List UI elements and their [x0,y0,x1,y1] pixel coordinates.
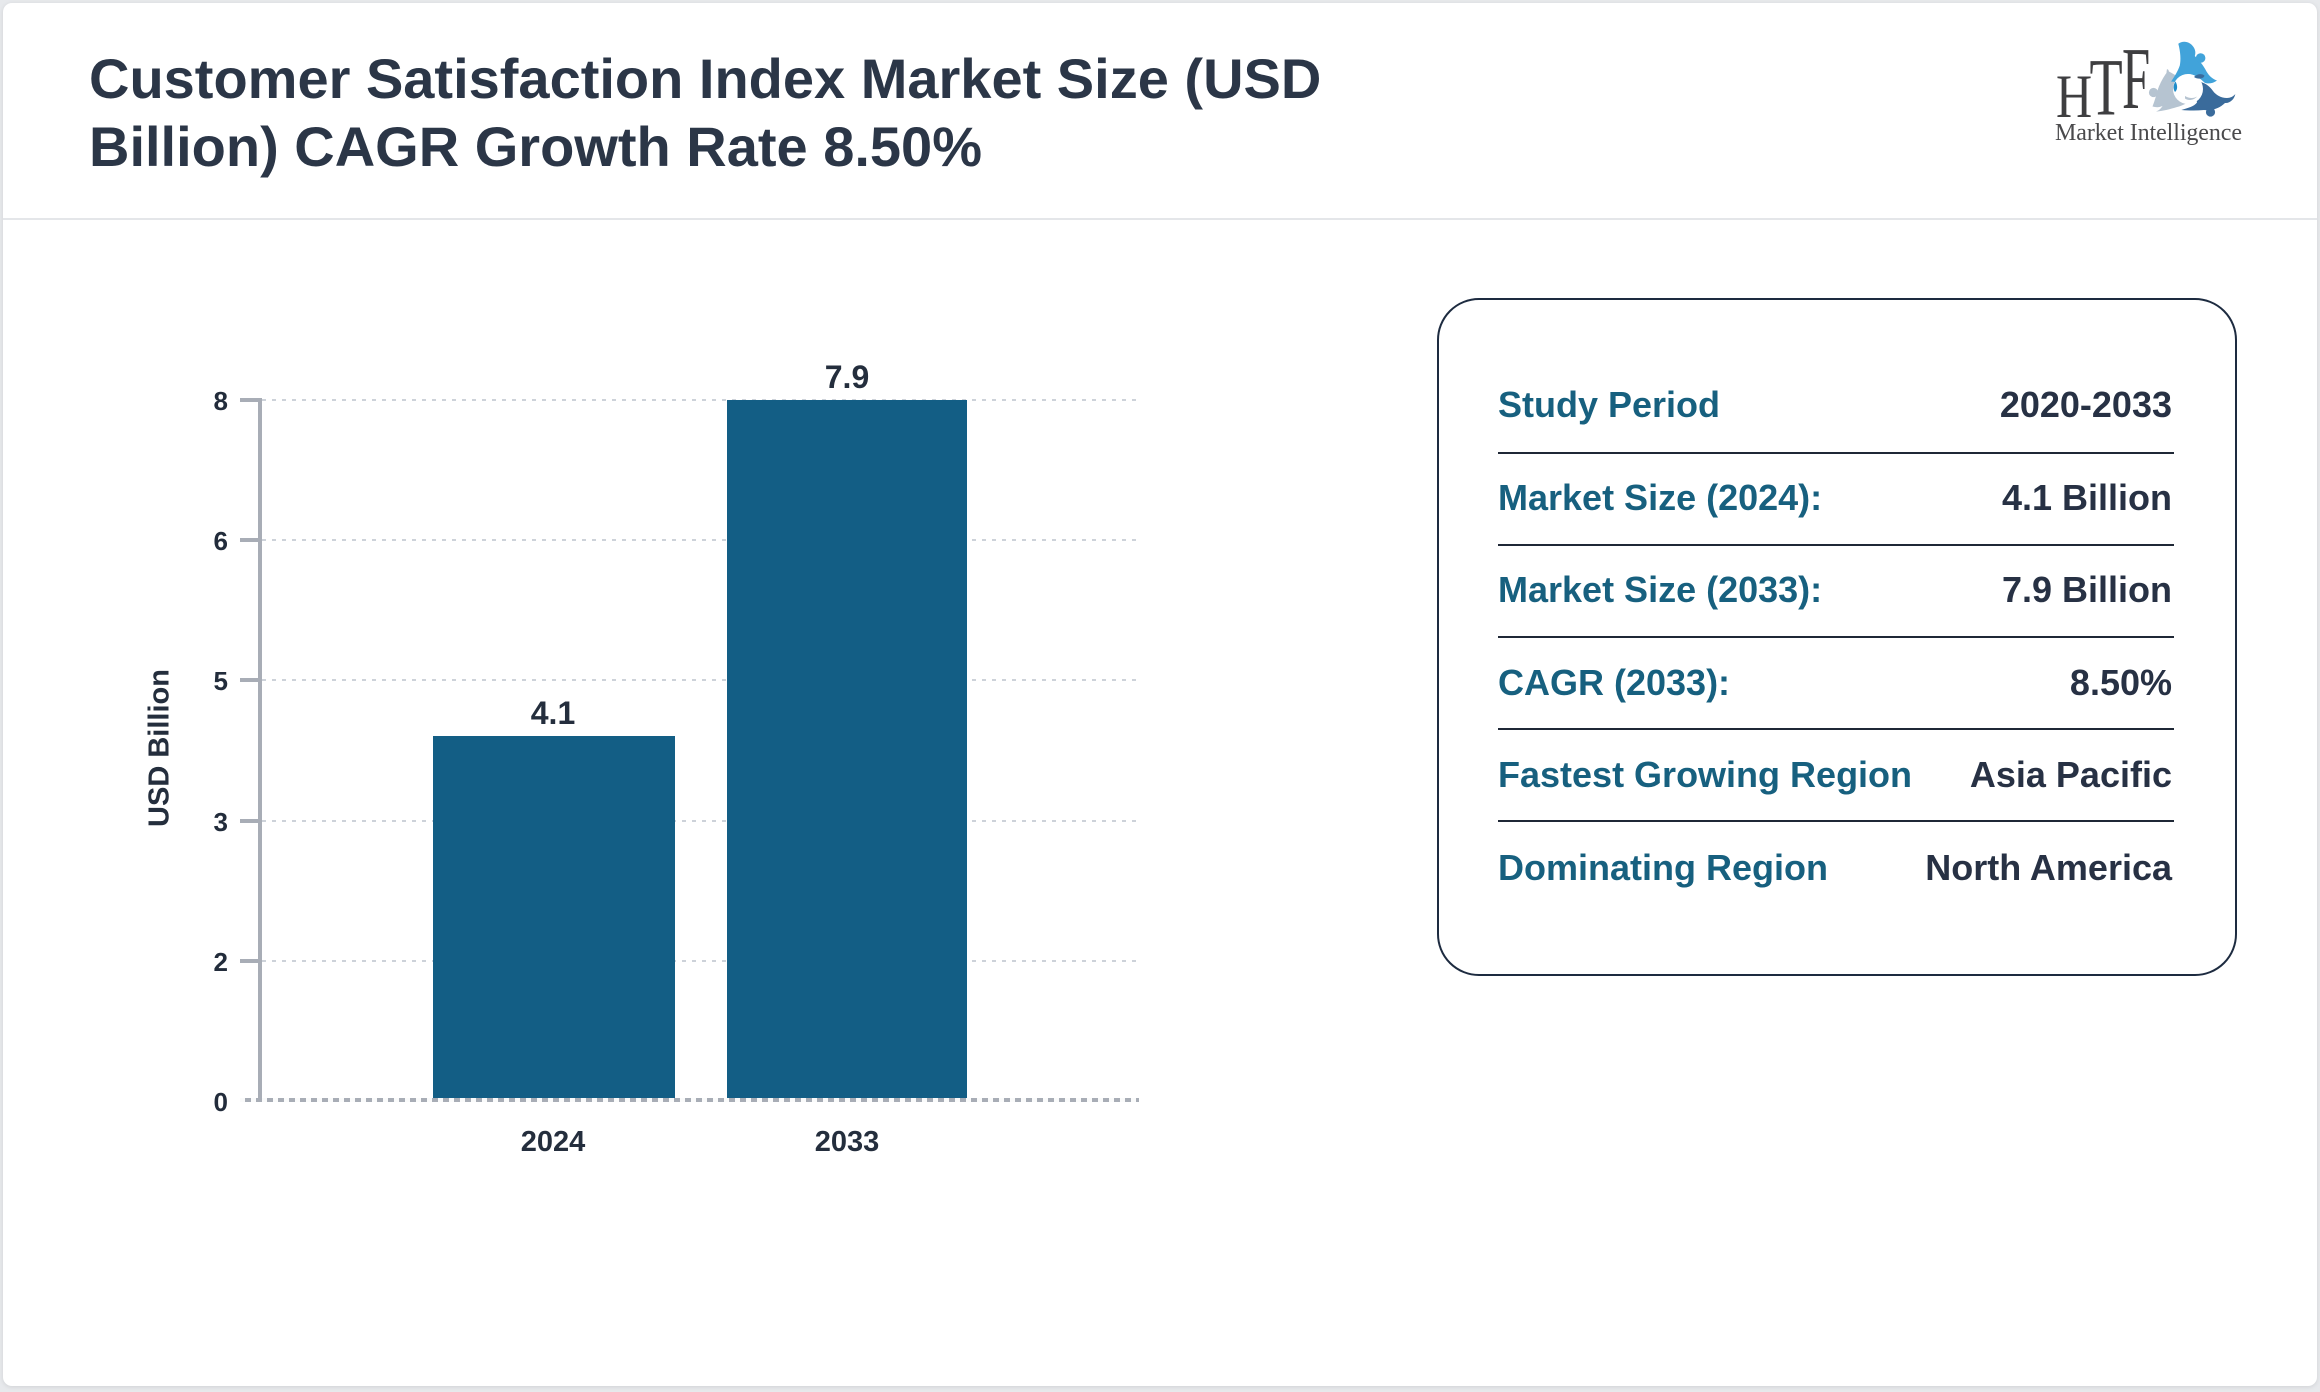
svg-text:F: F [2122,30,2150,128]
svg-text:T: T [2090,42,2123,133]
svg-text:Market Intelligence: Market Intelligence [2055,120,2242,146]
svg-text:H: H [2056,63,2092,131]
